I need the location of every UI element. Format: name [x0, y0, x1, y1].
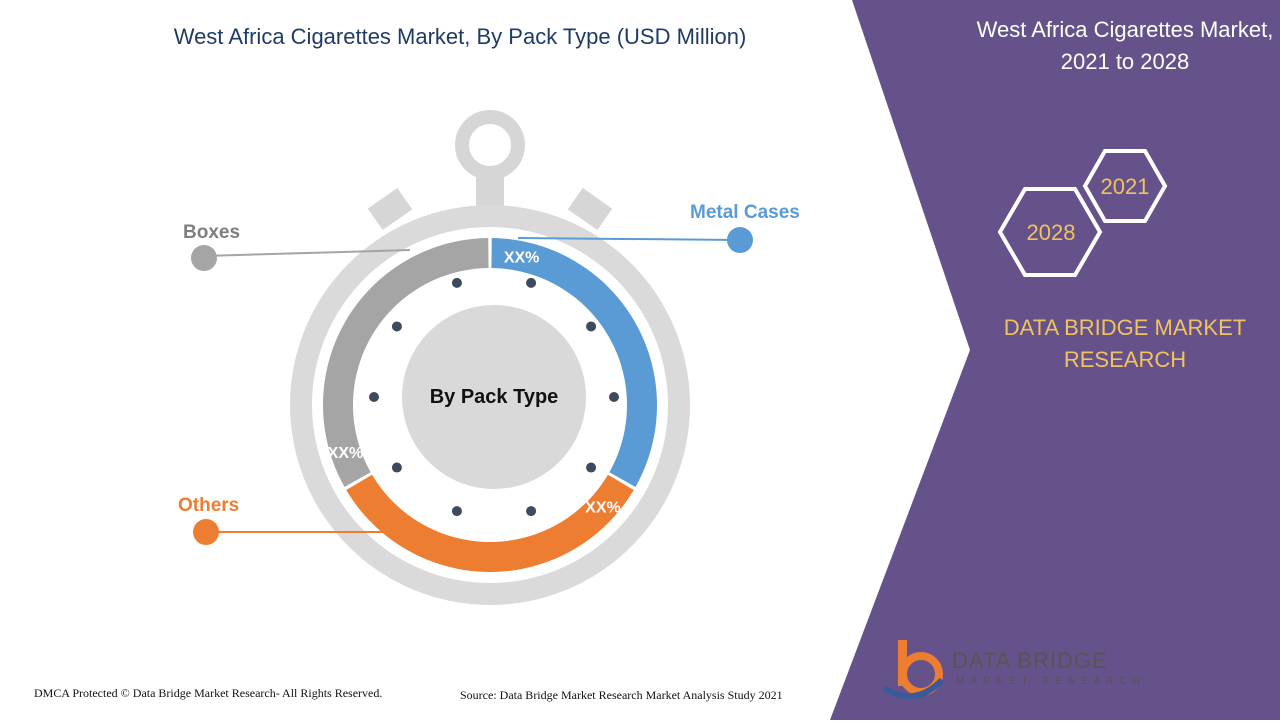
hexagon-2021 — [1082, 149, 1168, 223]
leader-line-boxes — [203, 249, 411, 257]
brand-line1: DATA BRIDGE MARKET — [1003, 315, 1247, 340]
chart-title: West Africa Cigarettes Market, By Pack T… — [173, 24, 747, 49]
legend-label-boxes: Boxes — [183, 222, 240, 243]
donut-slice-others — [346, 474, 634, 573]
dial-dot — [451, 506, 462, 517]
source-text: Source: Data Bridge Market Research Mark… — [460, 688, 783, 702]
dial-dots — [369, 277, 619, 517]
dial-dot — [586, 321, 597, 332]
dial-dot — [526, 277, 537, 288]
logo-mark — [882, 640, 945, 700]
hexagon-2028 — [997, 187, 1103, 277]
side-panel — [830, 0, 1280, 720]
logo-tagline: MARKET RESEARCH — [956, 676, 1146, 687]
legend-label-others: Others — [178, 495, 239, 516]
dial-dot — [526, 506, 537, 517]
leader-line-metal-cases — [517, 237, 741, 241]
center-label: By Pack Type — [430, 386, 559, 408]
donut-slice-boxes — [323, 238, 489, 487]
panel-title: West Africa Cigarettes Market, 2021 to 2… — [900, 14, 1280, 78]
brand-line2: RESEARCH — [1063, 347, 1187, 372]
dial-dot — [391, 462, 402, 473]
stopwatch-button-left — [367, 188, 413, 230]
legend-label-metal-cases: Metal Cases — [690, 202, 800, 223]
legend-marker-boxes — [191, 245, 217, 271]
data-label-boxes: XX% — [328, 445, 364, 462]
legend-marker-others — [193, 519, 219, 545]
legend-marker-metal-cases — [727, 227, 753, 253]
panel-title-line1: West Africa Cigarettes Market, — [976, 17, 1274, 42]
dial-dot — [369, 392, 379, 402]
year-start: 2021 — [1101, 174, 1150, 199]
logo-swoosh — [882, 677, 945, 700]
logo-wordmark: DATA BRIDGE — [952, 648, 1108, 673]
copyright-text: DMCA Protected © Data Bridge Market Rese… — [34, 686, 383, 700]
legend-callouts: Metal Cases Others Boxes — [178, 202, 800, 545]
dial-dot — [609, 392, 619, 402]
data-label-others: XX% — [585, 500, 621, 517]
stopwatch-ring-top — [455, 110, 525, 180]
donut-slice-metal-cases — [491, 238, 658, 487]
year-end: 2028 — [1027, 220, 1076, 245]
data-label-metal-cases: XX% — [504, 249, 540, 266]
dial-dot — [391, 321, 402, 332]
dial-dot — [451, 277, 462, 288]
stopwatch-stem — [476, 168, 504, 208]
year-badges: 2021 2028 — [997, 149, 1168, 277]
dial-dot — [586, 462, 597, 473]
stopwatch-button-right — [567, 188, 613, 230]
center-circle — [402, 305, 586, 489]
donut-chart: XX% XX% XX% — [323, 238, 658, 573]
panel-title-line2: 2021 to 2028 — [1060, 49, 1190, 74]
brand-name: DATA BRIDGE MARKET RESEARCH — [985, 312, 1265, 376]
